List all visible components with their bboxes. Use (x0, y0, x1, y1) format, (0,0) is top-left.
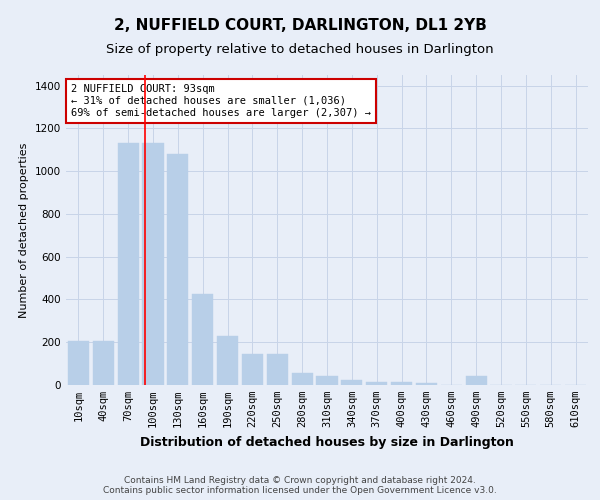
Bar (142, 144, 164, 385)
Bar (366, 382, 387, 385)
Bar (192, 294, 213, 385)
Bar (267, 354, 288, 385)
Bar (416, 383, 437, 385)
Y-axis label: Number of detached properties: Number of detached properties (19, 142, 29, 318)
Bar (242, 354, 263, 385)
Bar (341, 380, 362, 385)
Bar (167, 154, 188, 385)
X-axis label: Distribution of detached houses by size in Darlington: Distribution of detached houses by size … (140, 436, 514, 448)
Text: 2, NUFFIELD COURT, DARLINGTON, DL1 2YB: 2, NUFFIELD COURT, DARLINGTON, DL1 2YB (113, 18, 487, 32)
Bar (68, 341, 89, 385)
Bar (316, 376, 338, 385)
Bar (118, 144, 139, 385)
Bar (391, 382, 412, 385)
Bar (466, 376, 487, 385)
Bar (217, 336, 238, 385)
Text: Contains HM Land Registry data © Crown copyright and database right 2024.
Contai: Contains HM Land Registry data © Crown c… (103, 476, 497, 495)
Bar (93, 341, 114, 385)
Text: 2 NUFFIELD COURT: 93sqm
← 31% of detached houses are smaller (1,036)
69% of semi: 2 NUFFIELD COURT: 93sqm ← 31% of detache… (71, 84, 371, 117)
Bar (292, 373, 313, 385)
Text: Size of property relative to detached houses in Darlington: Size of property relative to detached ho… (106, 42, 494, 56)
